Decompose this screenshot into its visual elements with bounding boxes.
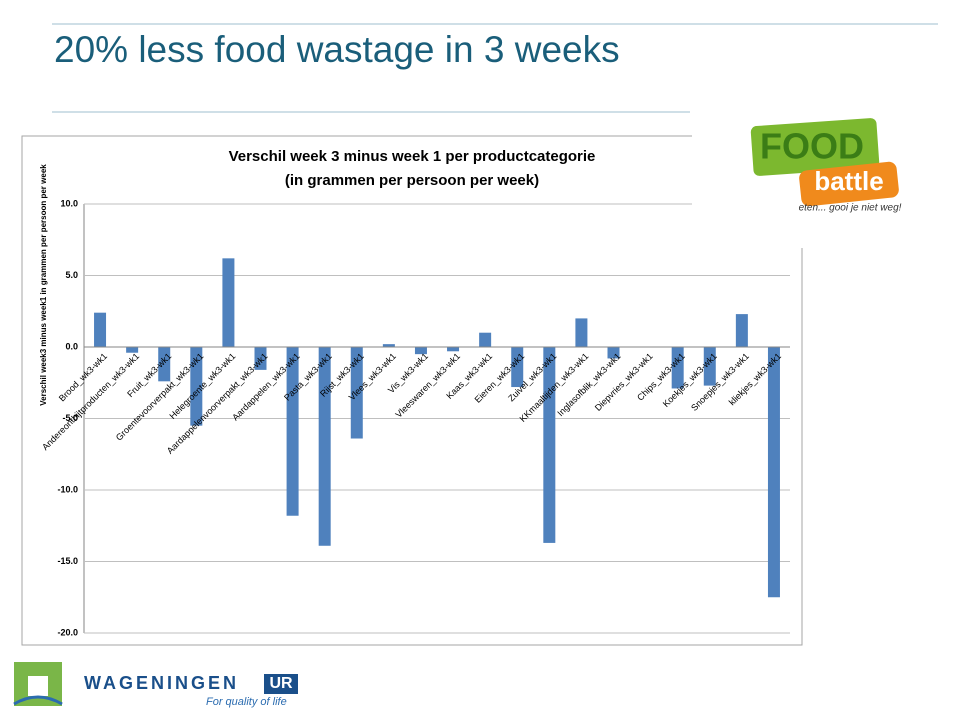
logo-food-battle: FOOD battle eten... gooi je niet weg! — [750, 118, 902, 214]
bar — [158, 347, 171, 382]
bar — [318, 347, 331, 546]
bar — [94, 312, 107, 347]
y-tick-label: 0.0 — [65, 341, 78, 351]
footer-brand-ur: UR — [269, 675, 293, 692]
bar — [735, 314, 748, 347]
bar — [767, 347, 780, 598]
footer-brand: WAGENINGEN — [84, 673, 239, 693]
chart-frame — [21, 135, 803, 646]
footer-emblem — [13, 695, 63, 706]
bar — [350, 347, 363, 439]
bar — [286, 347, 299, 516]
y-tick-label: 10.0 — [60, 198, 78, 208]
footer-emblem — [28, 676, 48, 696]
bar — [575, 318, 588, 347]
bar — [382, 344, 395, 347]
bar — [543, 347, 556, 543]
y-axis-title: Verschil week3 minus week1 in grammen pe… — [39, 164, 48, 406]
chart-title: Verschil week 3 minus week 1 per product… — [229, 148, 596, 165]
bar — [479, 332, 492, 347]
y-tick-label: -10.0 — [57, 484, 78, 494]
logo-battle: battle — [814, 166, 883, 196]
y-tick-label: -15.0 — [57, 556, 78, 566]
bar — [671, 347, 684, 389]
logo-food: FOOD — [760, 126, 864, 167]
bar — [222, 258, 235, 347]
logo-tagline: eten... gooi je niet weg! — [799, 203, 902, 214]
footer-tagline: For quality of life — [206, 696, 287, 708]
bar — [414, 347, 427, 355]
y-tick-label: 5.0 — [65, 270, 78, 280]
bar — [511, 347, 524, 388]
logo-shape — [750, 118, 880, 176]
bar — [126, 347, 139, 353]
footer-logo: WAGENINGEN UR For quality of life — [13, 662, 298, 708]
slide-title: 20% less food wastage in 3 weeks — [54, 29, 620, 70]
chart-subtitle: (in grammen per persoon per week) — [285, 172, 539, 189]
bar — [607, 347, 620, 359]
logo-shape — [799, 161, 899, 207]
bar — [190, 347, 203, 426]
bar — [703, 347, 716, 386]
bar — [447, 347, 460, 352]
footer-ur-box — [264, 674, 298, 694]
y-tick-label: -5.0 — [62, 413, 78, 423]
y-tick-label: -20.0 — [57, 627, 78, 637]
bar — [254, 347, 267, 370]
